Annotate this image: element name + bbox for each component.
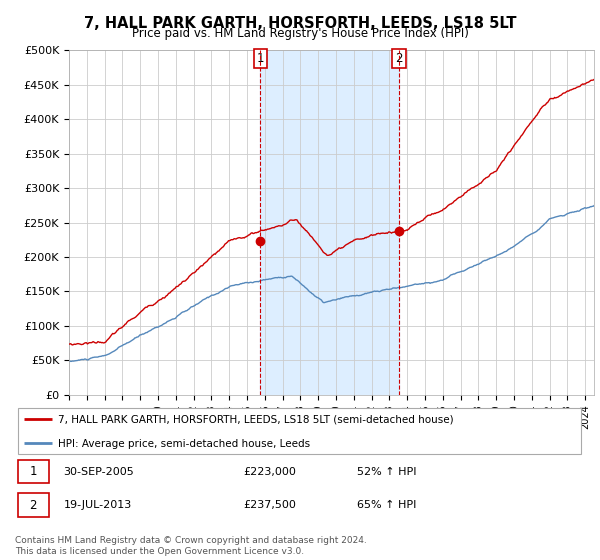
Text: 7, HALL PARK GARTH, HORSFORTH, LEEDS, LS18 5LT (semi-detached house): 7, HALL PARK GARTH, HORSFORTH, LEEDS, LS… <box>58 414 454 424</box>
Text: 19-JUL-2013: 19-JUL-2013 <box>64 500 132 510</box>
Text: 1: 1 <box>257 52 264 65</box>
Text: Contains HM Land Registry data © Crown copyright and database right 2024.
This d: Contains HM Land Registry data © Crown c… <box>15 536 367 556</box>
Text: HPI: Average price, semi-detached house, Leeds: HPI: Average price, semi-detached house,… <box>58 439 310 449</box>
Text: Price paid vs. HM Land Registry's House Price Index (HPI): Price paid vs. HM Land Registry's House … <box>131 27 469 40</box>
Text: £237,500: £237,500 <box>243 500 296 510</box>
Text: 52% ↑ HPI: 52% ↑ HPI <box>357 466 416 477</box>
FancyBboxPatch shape <box>18 493 49 517</box>
FancyBboxPatch shape <box>18 460 49 483</box>
Text: 2: 2 <box>395 52 403 65</box>
Text: 1: 1 <box>29 465 37 478</box>
Text: 65% ↑ HPI: 65% ↑ HPI <box>357 500 416 510</box>
Text: 2: 2 <box>29 498 37 512</box>
FancyBboxPatch shape <box>18 408 581 454</box>
Text: 30-SEP-2005: 30-SEP-2005 <box>64 466 134 477</box>
Text: £223,000: £223,000 <box>243 466 296 477</box>
Text: 7, HALL PARK GARTH, HORSFORTH, LEEDS, LS18 5LT: 7, HALL PARK GARTH, HORSFORTH, LEEDS, LS… <box>84 16 516 31</box>
Bar <box>260 50 399 395</box>
